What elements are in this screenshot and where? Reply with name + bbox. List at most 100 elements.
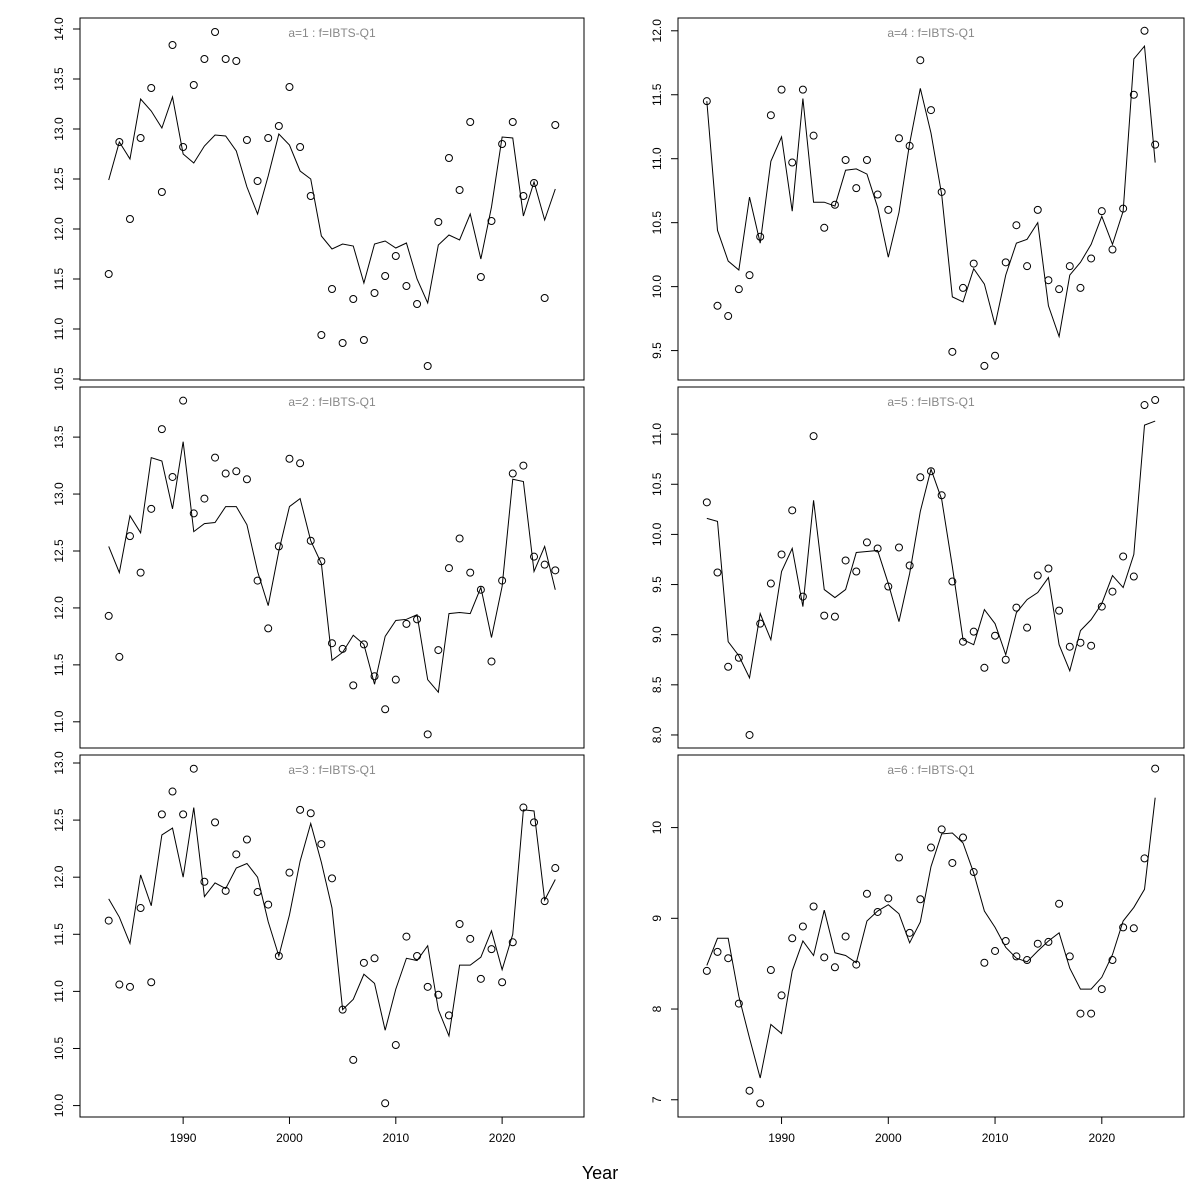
observation <box>200 877 209 886</box>
observation <box>391 252 400 260</box>
plot-frame <box>677 17 1185 381</box>
observation <box>211 818 220 827</box>
y-tick-label: 11.5 <box>52 653 66 676</box>
observation <box>1129 924 1138 933</box>
observation <box>179 396 188 405</box>
observation <box>540 560 549 569</box>
observation <box>434 218 443 226</box>
observation <box>756 1099 765 1108</box>
observation <box>766 966 775 975</box>
x-tick-label: 1990 <box>768 1131 795 1145</box>
observation <box>820 223 829 232</box>
observation <box>540 294 549 302</box>
observation <box>713 568 722 577</box>
observation <box>455 186 464 194</box>
observation <box>830 612 839 621</box>
observation <box>508 938 517 947</box>
observation <box>125 982 134 991</box>
y-tick-label: 9.5 <box>650 576 664 593</box>
observation <box>147 504 156 513</box>
plot-frame <box>79 386 585 749</box>
observation <box>1001 655 1010 664</box>
observation <box>1055 606 1064 615</box>
observation <box>1129 90 1138 99</box>
observation <box>242 475 251 484</box>
observation <box>1087 641 1096 650</box>
y-tick-label: 8 <box>650 1005 664 1012</box>
y-tick-label: 13.0 <box>52 751 66 775</box>
y-tick-label: 11.0 <box>52 710 66 733</box>
observation <box>948 347 957 356</box>
panel-title: a=1 : f=IBTS-Q1 <box>288 26 376 40</box>
observation <box>980 361 989 370</box>
observation <box>1033 205 1042 214</box>
observation <box>702 966 711 975</box>
observation <box>884 894 893 903</box>
y-tick-label: 13.0 <box>52 482 66 506</box>
observation <box>157 188 166 196</box>
observation <box>927 843 935 852</box>
x-tick-label: 2020 <box>489 1131 516 1145</box>
observation <box>264 624 273 633</box>
observation <box>862 155 871 164</box>
observation <box>125 532 134 541</box>
observation <box>841 155 850 164</box>
observation <box>788 158 797 167</box>
observation <box>713 947 722 956</box>
observation <box>349 681 358 690</box>
observation <box>498 140 507 148</box>
observation <box>328 639 336 648</box>
observation <box>916 56 925 65</box>
observation <box>147 84 156 92</box>
observation <box>959 833 968 842</box>
y-tick-label: 7 <box>650 1096 664 1103</box>
observation <box>200 494 209 503</box>
observation <box>274 122 283 130</box>
fitted-line <box>108 807 556 1038</box>
observation <box>1140 401 1149 410</box>
observation <box>359 958 368 967</box>
observation <box>734 999 743 1008</box>
observation <box>991 946 1000 955</box>
observation <box>766 111 775 120</box>
observation <box>519 192 528 200</box>
observation <box>734 653 743 662</box>
panel-title: a=5 : f=IBTS-Q1 <box>887 395 975 409</box>
observation <box>296 143 305 151</box>
observation <box>168 787 177 796</box>
observation <box>508 118 517 126</box>
y-tick-label: 8.5 <box>650 676 664 693</box>
observation <box>179 143 188 151</box>
observation <box>1076 1009 1085 1018</box>
observation <box>423 730 432 739</box>
observation <box>862 889 871 898</box>
observation <box>798 922 807 931</box>
observation <box>724 954 733 963</box>
observation <box>927 106 935 115</box>
observation <box>147 978 156 987</box>
observation <box>1023 623 1032 632</box>
fitted-line <box>706 797 1156 1079</box>
observation <box>466 118 475 126</box>
y-tick-label: 11.0 <box>52 317 66 340</box>
observation <box>359 336 368 344</box>
observation <box>1129 572 1138 581</box>
y-tick-label: 11.5 <box>650 83 664 106</box>
observation <box>487 217 496 225</box>
observation <box>798 85 807 94</box>
observation <box>402 282 411 290</box>
y-tick-label: 11.0 <box>650 423 664 446</box>
x-tick-label: 2000 <box>875 1131 902 1145</box>
observation <box>200 55 209 63</box>
observation <box>1108 245 1117 254</box>
y-tick-label: 11.0 <box>650 147 664 170</box>
y-tick-label: 10.0 <box>650 275 664 299</box>
observation <box>1151 396 1160 405</box>
observation <box>905 561 914 570</box>
observation <box>841 932 850 941</box>
observation <box>873 190 882 199</box>
observation <box>862 538 871 547</box>
observation <box>884 205 893 214</box>
observation <box>980 958 989 967</box>
y-tick-label: 9 <box>650 915 664 922</box>
